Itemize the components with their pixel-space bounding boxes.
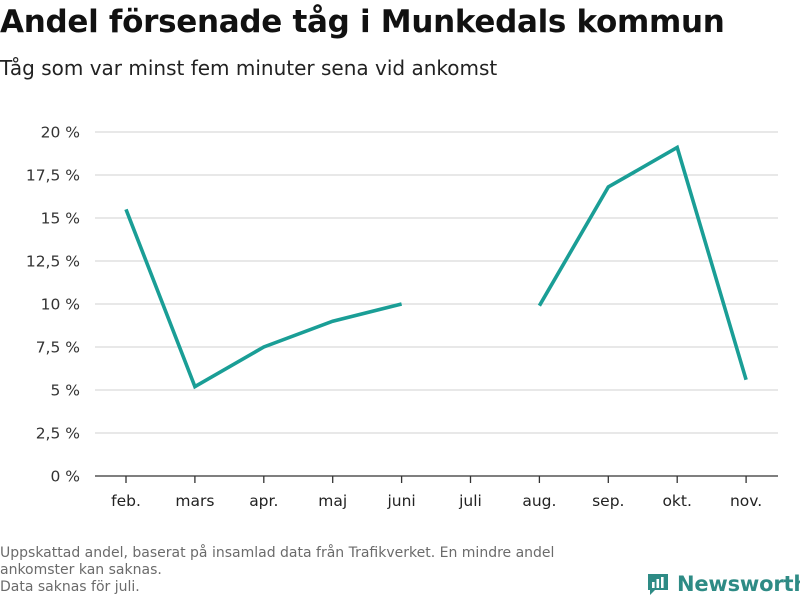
y-tick-label: 7,5 %	[36, 339, 80, 357]
chart-subtitle: Tåg som var minst fem minuter sena vid a…	[0, 56, 498, 80]
series-lines	[124, 144, 748, 390]
brand-name: Newsworthy	[677, 572, 800, 596]
grid-lines	[95, 131, 778, 434]
brand-logo: Newsworthy	[645, 569, 800, 599]
y-tick-label: 5 %	[50, 382, 80, 400]
x-axis-tick-labels: feb. mars apr. maj juni juli aug. sep. okt. nov.	[111, 492, 762, 510]
y-tick-label: 17,5 %	[26, 167, 80, 185]
line-chart: 0 % 2,5 % 5 % 7,5 % 10 % 12,5 % 15 % 17,5 % 20 %…	[26, 124, 778, 510]
x-tick-label: sep.	[592, 492, 624, 510]
footnote-line-2: ankomster kan saknas.	[0, 562, 162, 578]
y-tick-label: 12,5 %	[26, 253, 80, 271]
x-tick-label: nov.	[730, 492, 762, 510]
y-tick-label: 15 %	[41, 210, 80, 228]
x-tick-label: mars	[175, 492, 214, 510]
x-tick-label: apr.	[249, 492, 278, 510]
footnote-line-1: Uppskattad andel, baserat på insamlad da…	[0, 545, 555, 561]
x-tick-label: feb.	[111, 492, 141, 510]
y-axis-tick-labels: 0 % 2,5 % 5 % 7,5 % 10 % 12,5 % 15 % 17,5 % 20 %	[26, 124, 80, 486]
x-tick-label: maj	[318, 492, 347, 510]
x-tick-label: okt.	[662, 492, 691, 510]
x-tick-label: juli	[458, 492, 482, 510]
y-tick-label: 0 %	[50, 468, 80, 486]
chart-title: Andel försenade tåg i Munkedals kommun	[0, 4, 725, 40]
y-tick-label: 10 %	[41, 296, 80, 314]
series-line-segment	[124, 208, 403, 390]
x-tick-label: juni	[386, 492, 415, 510]
bar-chart-logo-icon	[648, 574, 668, 595]
y-tick-label: 2,5 %	[36, 425, 80, 443]
footnote: Uppskattad andel, baserat på insamlad da…	[0, 545, 640, 596]
y-tick-label: 20 %	[41, 124, 80, 142]
series-line-segment	[537, 144, 748, 381]
x-tick-label: aug.	[522, 492, 556, 510]
footnote-line-3: Data saknas för juli.	[0, 579, 140, 595]
x-axis	[95, 475, 778, 483]
